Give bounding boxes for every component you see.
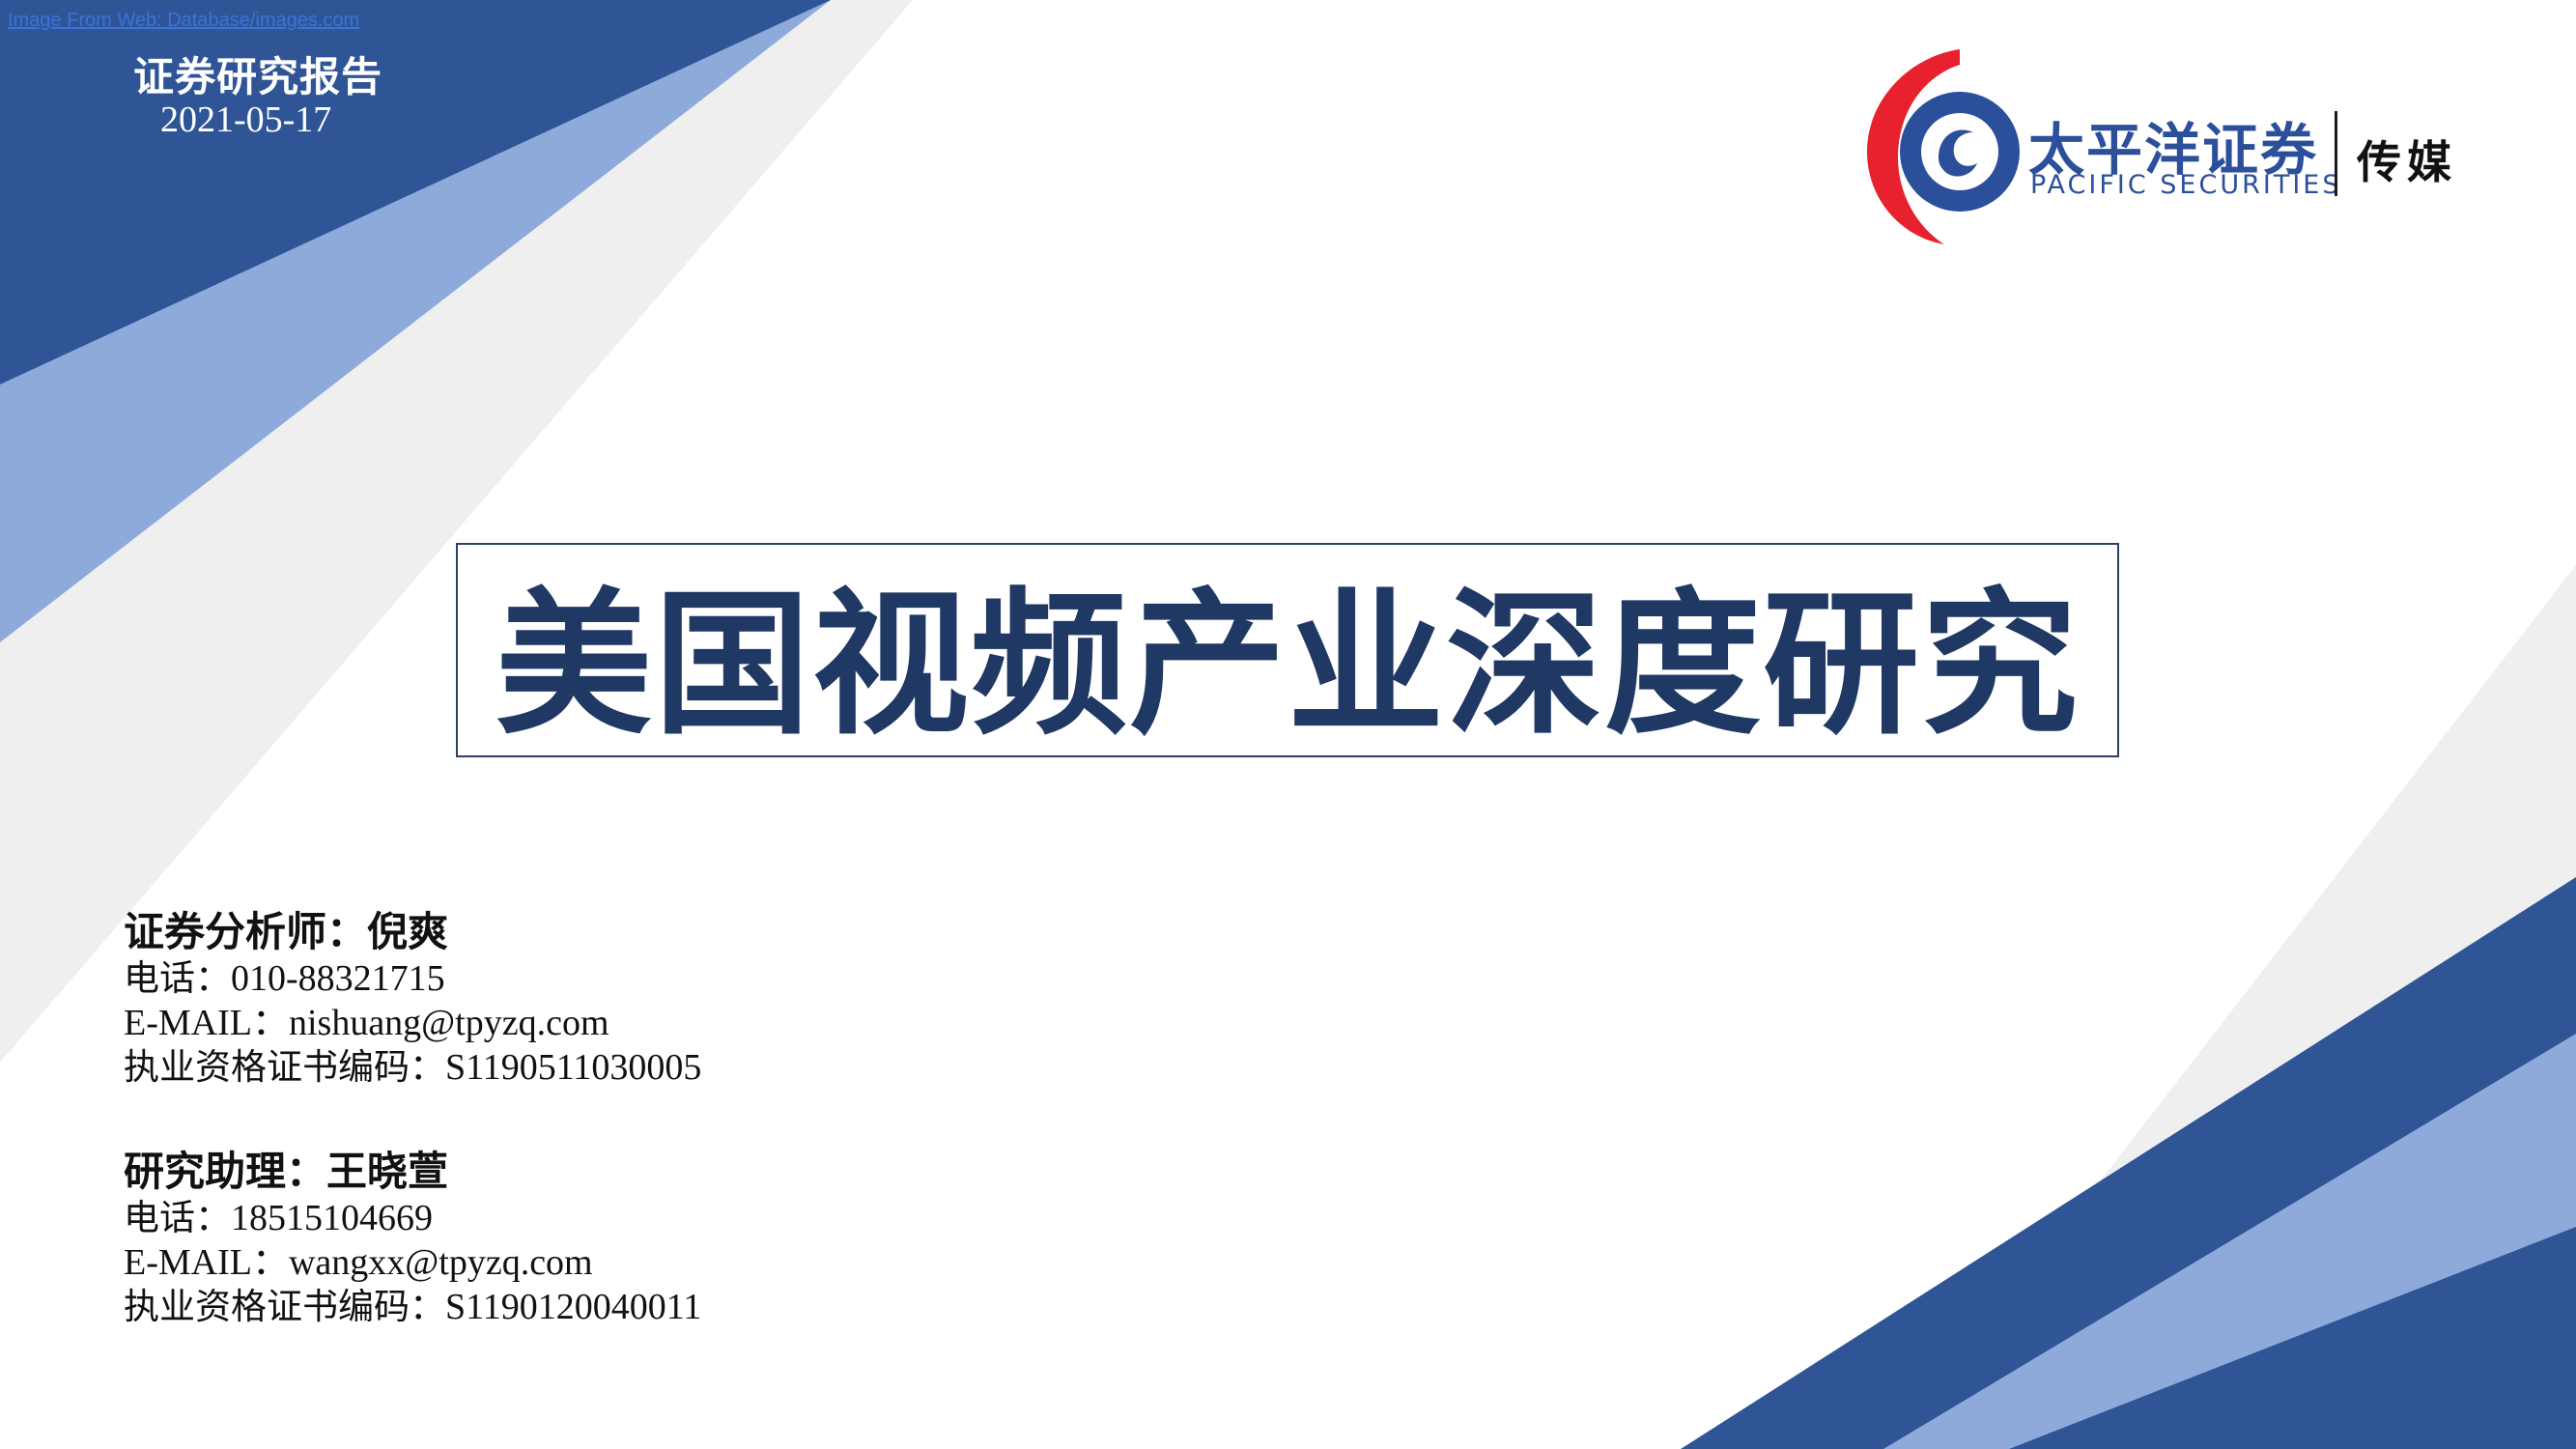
assistant-email-label: E-MAIL：	[124, 1242, 289, 1283]
assistant-email-line: E-MAIL：wangxx@tpyzq.com	[124, 1240, 701, 1285]
analyst-contact-block: 证券分析师：倪爽 电话：010-88321715 E-MAIL：nishuang…	[124, 908, 701, 1090]
assistant-phone-line: 电话：18515104669	[124, 1196, 701, 1240]
analyst-phone-label: 电话：	[124, 957, 231, 999]
assistant-contact-block: 研究助理：王晓萱 电话：18515104669 E-MAIL：wangxx@tp…	[124, 1148, 701, 1329]
brand-name-cn: 太平洋证券	[2028, 117, 2319, 183]
analyst-email[interactable]: nishuang@tpyzq.com	[288, 1003, 609, 1043]
report-title: 美国视频产业深度研究	[495, 574, 2080, 756]
brand-name-en: PACIFIC SECURITIES	[2030, 170, 2342, 200]
watermark-link[interactable]: Image From Web: Database/images.com	[8, 10, 360, 31]
analyst-role-label: 证券分析师：	[124, 908, 368, 955]
logo-white-inner	[1921, 113, 1998, 190]
assistant-cert-line: 执业资格证书编码：S1190120040011	[124, 1285, 701, 1329]
pacific-securities-logo-icon	[1867, 49, 2020, 244]
title-box: 美国视频产业深度研究	[456, 543, 2119, 757]
report-type-label: 证券研究报告	[133, 53, 383, 100]
assistant-role-label: 研究助理：	[124, 1148, 327, 1195]
bg-top-left-gray	[0, 0, 2576, 1063]
assistant-role-line: 研究助理：王晓萱	[124, 1148, 701, 1196]
assistant-name: 王晓萱	[326, 1148, 449, 1195]
analyst-phone: 010-88321715	[231, 958, 445, 999]
bg-top-left-dark-blue	[0, 0, 831, 384]
bg-bottom-right-dark-strip	[2009, 1227, 2576, 1449]
logo-red-crescent	[1867, 49, 1960, 244]
assistant-cert: S1190120040011	[445, 1287, 702, 1327]
analyst-phone-line: 电话：010-88321715	[124, 956, 701, 1001]
analyst-cert-label: 执业资格证书编码：	[124, 1046, 445, 1088]
analyst-cert-line: 执业资格证书编码：S1190511030005	[124, 1045, 701, 1090]
report-date: 2021-05-17	[160, 99, 332, 140]
assistant-phone-label: 电话：	[124, 1197, 231, 1238]
analyst-cert: S1190511030005	[445, 1047, 702, 1088]
analyst-email-label: E-MAIL：	[124, 1003, 289, 1043]
analyst-role-line: 证券分析师：倪爽	[124, 908, 701, 956]
analyst-email-line: E-MAIL：nishuang@tpyzq.com	[124, 1001, 701, 1045]
logo-divider	[2335, 111, 2337, 196]
assistant-cert-label: 执业资格证书编码：	[124, 1286, 445, 1327]
assistant-phone: 18515104669	[231, 1198, 433, 1238]
industry-label: 传媒	[2357, 136, 2457, 188]
analyst-name: 倪爽	[367, 908, 449, 955]
assistant-email[interactable]: wangxx@tpyzq.com	[288, 1242, 593, 1283]
logo-inner-swirl	[1939, 129, 1977, 177]
